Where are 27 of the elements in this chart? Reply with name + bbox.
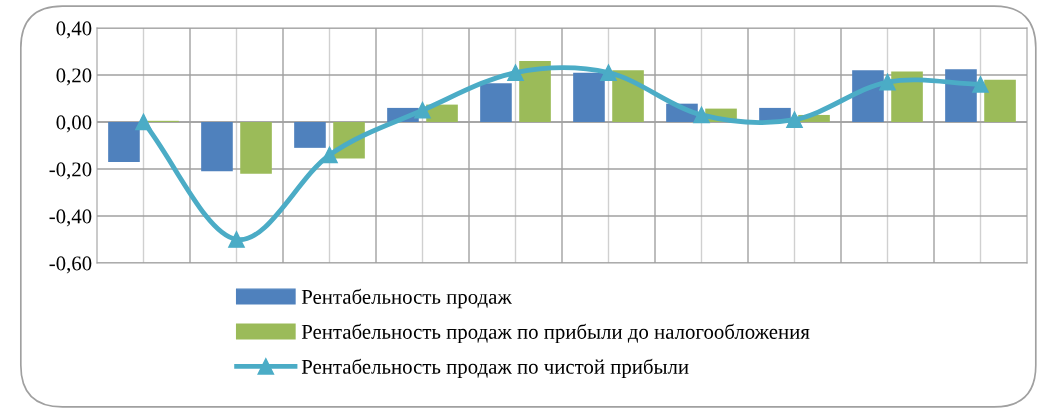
y-tick-label: -0,60: [49, 256, 92, 274]
bar: [294, 122, 326, 148]
legend-label: Рентабельность продаж по чистой прибыли: [301, 358, 689, 379]
point: [786, 111, 803, 128]
point: [321, 146, 338, 164]
y-tick-label: 0,40: [56, 21, 92, 39]
point: [693, 106, 710, 124]
legend-label: Рентабельность продаж: [301, 288, 512, 309]
y-tick-label: 0,20: [56, 68, 92, 86]
y-tick-label: -0,40: [49, 209, 92, 227]
legend-label: Рентабельность продаж по прибыли до налогообложения: [301, 323, 810, 344]
point: [600, 64, 617, 81]
bar: [573, 72, 605, 122]
bar: [519, 60, 551, 122]
y-tick-label: 0,00: [56, 115, 92, 133]
point: [972, 76, 989, 93]
bar: [984, 79, 1016, 122]
point: [228, 231, 245, 248]
point: [135, 113, 152, 131]
bar: [201, 122, 233, 172]
y-tick-label: -0,20: [49, 162, 92, 180]
bar: [240, 122, 272, 174]
bar: [480, 83, 512, 122]
bar: [108, 122, 140, 162]
point: [879, 73, 896, 91]
point: [414, 101, 431, 119]
point: [507, 64, 524, 81]
